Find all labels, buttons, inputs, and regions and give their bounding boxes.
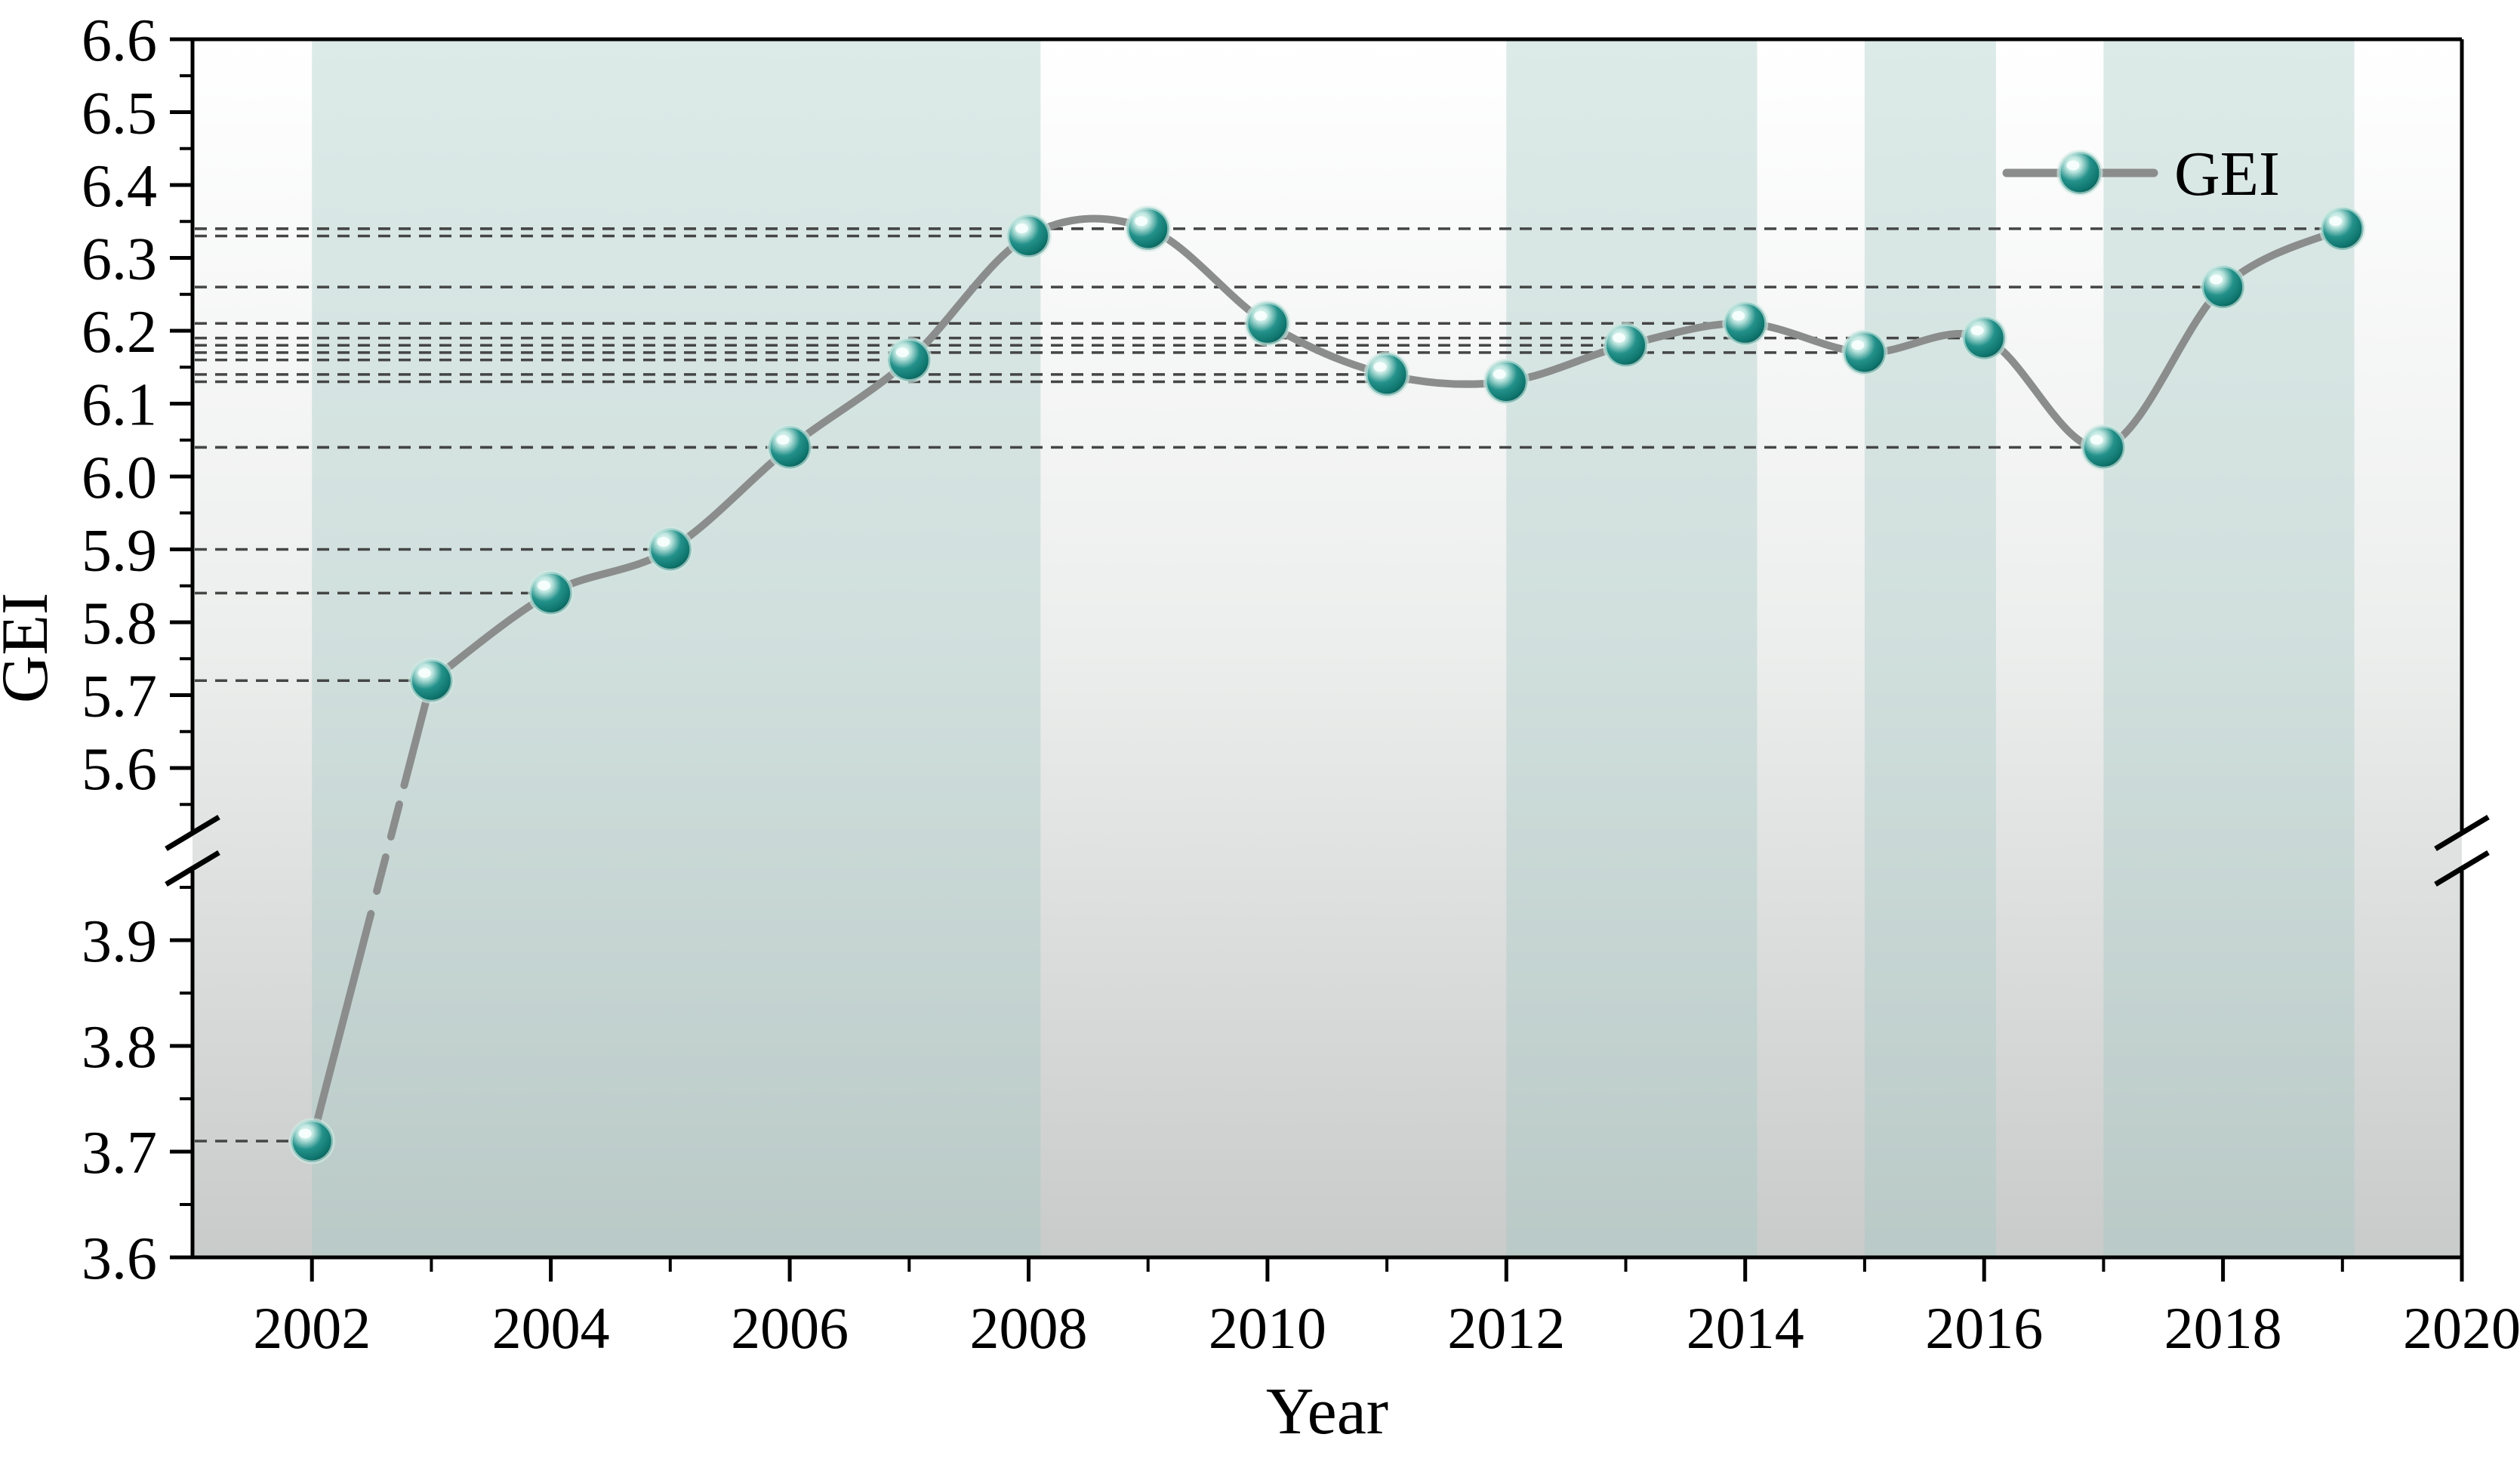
x-tick-label: 2020 — [2403, 1295, 2520, 1361]
x-tick-label: 2018 — [2164, 1295, 2282, 1361]
y-tick-label: 6.1 — [82, 372, 157, 439]
y-tick-label: 6.2 — [82, 299, 157, 366]
x-axis-title: Year — [1266, 1375, 1388, 1448]
data-point-2007 — [886, 337, 932, 384]
data-point-2004 — [528, 569, 575, 616]
x-tick-label: 2002 — [253, 1295, 371, 1361]
y-tick-label: 3.9 — [82, 908, 157, 975]
y-tick-label: 6.4 — [82, 153, 157, 220]
x-tick-label: 2006 — [731, 1295, 849, 1361]
y-tick-label: 3.6 — [82, 1226, 157, 1292]
highlight-band — [2103, 41, 2355, 1256]
y-tick-label: 5.7 — [82, 664, 157, 730]
highlight-band — [1506, 41, 1758, 1256]
y-tick-label: 5.8 — [82, 591, 157, 657]
data-point-2011 — [1363, 351, 1410, 398]
y-tick-label: 6.5 — [82, 81, 157, 147]
y-tick-label: 5.6 — [82, 736, 157, 803]
data-point-2013 — [1603, 322, 1649, 369]
data-point-2017 — [2080, 424, 2127, 470]
x-tick-label: 2008 — [970, 1295, 1088, 1361]
y-tick-labels: 6.6 6.56.4 6.36.26.16.0 5.95.8 5.75.6 3.9 3.8 3… — [82, 8, 157, 1292]
data-point-2019 — [2319, 205, 2366, 252]
y-tick-label: 3.7 — [82, 1120, 157, 1186]
y-tick-label: 6.0 — [82, 445, 157, 511]
data-point-2010 — [1244, 300, 1291, 347]
highlight-band — [1864, 41, 1996, 1256]
x-tick-label: 2004 — [492, 1295, 610, 1361]
data-point-2012 — [1483, 359, 1530, 405]
data-point-2002 — [288, 1118, 335, 1164]
data-point-2009 — [1125, 205, 1172, 252]
y-tick-label: 6.3 — [82, 227, 157, 293]
x-tick-label: 2016 — [1925, 1295, 2043, 1361]
x-tick-label: 2010 — [1209, 1295, 1326, 1361]
legend-label: GEI — [2174, 139, 2280, 209]
data-point-2018 — [2200, 264, 2247, 310]
data-point-2015 — [1841, 329, 1888, 376]
x-tick-label: 2014 — [1687, 1295, 1804, 1361]
tick-marks — [170, 37, 2464, 1282]
axes — [190, 37, 2464, 1260]
legend: GEI — [2002, 139, 2280, 209]
data-point-2003 — [408, 657, 454, 704]
x-tick-label: 2012 — [1447, 1295, 1565, 1361]
y-tick-label: 5.9 — [82, 518, 157, 585]
y-axis-title: GEI — [0, 593, 62, 704]
x-tick-labels: 2002 2004 2006 2008 2010 2012 2014 2016 2018 2020 — [253, 1295, 2520, 1361]
data-point-2014 — [1722, 300, 1769, 347]
y-tick-label: 6.6 — [82, 8, 157, 74]
data-point-2008 — [1006, 213, 1052, 259]
highlight-bands — [312, 41, 2355, 1256]
y-axis-break-marks — [165, 814, 2490, 887]
data-points — [288, 205, 2366, 1164]
legend-marker — [2056, 150, 2103, 196]
y-tick-label: 3.8 — [82, 1014, 157, 1081]
plot-background — [193, 39, 2462, 1257]
highlight-band — [312, 41, 1041, 1256]
data-point-2005 — [647, 526, 694, 572]
data-point-2016 — [1961, 315, 2007, 362]
data-point-2006 — [766, 424, 813, 470]
